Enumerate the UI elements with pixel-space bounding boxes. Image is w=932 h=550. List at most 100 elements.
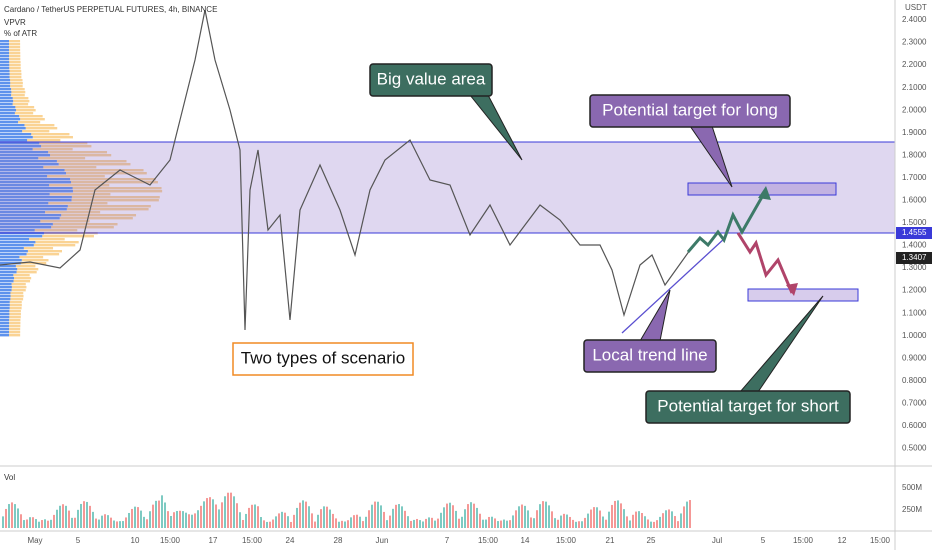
profile-bar <box>9 49 21 52</box>
price-marker: 1.3407 <box>902 253 927 262</box>
volume-bar <box>308 506 310 528</box>
volume-bar <box>563 513 565 528</box>
symbol-title: Cardano / TetherUS PERPETUAL FUTURES, 4h… <box>4 5 217 14</box>
volume-bar <box>293 514 295 528</box>
volume-bar <box>371 504 373 528</box>
profile-bar <box>32 136 73 139</box>
volume-bar <box>599 510 601 528</box>
volume-bar <box>254 504 256 528</box>
price-label: 1.2000 <box>902 286 927 295</box>
profile-bar <box>11 289 26 292</box>
profile-bar <box>0 271 17 274</box>
volume-bar <box>5 508 7 528</box>
profile-bar <box>0 253 27 256</box>
volume-bar <box>542 501 544 528</box>
volume-bar <box>146 519 148 528</box>
volume-bar <box>677 521 679 528</box>
profile-bar <box>33 244 76 247</box>
volume-bar <box>368 510 370 528</box>
profile-bar <box>0 292 11 295</box>
profile-bar <box>0 157 39 160</box>
profile-bar <box>66 208 149 211</box>
volume-bar <box>689 500 691 528</box>
profile-bar <box>0 97 13 100</box>
volume-bar <box>608 511 610 528</box>
volume-bar <box>461 516 463 528</box>
price-label: 1.8000 <box>902 150 927 159</box>
volume-bar <box>329 509 331 528</box>
profile-bar <box>0 295 11 298</box>
volume-bar <box>488 516 490 528</box>
volume-bar <box>638 511 640 528</box>
profile-bar <box>9 64 21 67</box>
profile-bar <box>0 226 52 229</box>
profile-bar <box>0 193 50 196</box>
volume-bar <box>341 520 343 528</box>
profile-bar <box>12 97 29 100</box>
profile-bar <box>31 133 70 136</box>
volume-bar <box>467 504 469 528</box>
profile-bar <box>9 334 21 337</box>
volume-bar <box>8 504 10 528</box>
profile-bar <box>15 106 35 109</box>
time-label: 5 <box>761 536 766 545</box>
volume-bar <box>86 501 88 528</box>
profile-bar <box>0 172 67 175</box>
volume-bar <box>53 514 55 528</box>
profile-bar <box>40 220 90 223</box>
volume-bar <box>305 501 307 528</box>
volume-title: Vol <box>4 473 15 482</box>
indicator: VPVR <box>4 18 26 27</box>
profile-bar <box>0 118 21 121</box>
profile-bar <box>0 256 20 259</box>
volume-bar <box>683 506 685 528</box>
volume-bar <box>506 520 508 528</box>
volume-bar <box>521 504 523 528</box>
profile-bar <box>9 40 21 43</box>
time-label: 15:00 <box>556 536 577 545</box>
volume-bar <box>470 502 472 528</box>
profile-bar <box>0 151 49 154</box>
profile-bar <box>22 130 50 133</box>
volume-bar <box>332 513 334 528</box>
volume-bar <box>278 513 280 528</box>
profile-bar <box>49 184 110 187</box>
price-label: 0.7000 <box>902 398 927 407</box>
volume-bar <box>263 520 265 528</box>
volume-bar <box>482 519 484 528</box>
volume-bar <box>644 516 646 528</box>
profile-bar <box>0 163 59 166</box>
profile-bar <box>9 325 21 328</box>
profile-bar <box>0 316 10 319</box>
volume-bar <box>302 500 304 528</box>
price-label: 1.1000 <box>902 308 927 317</box>
volume-bar <box>575 521 577 528</box>
volume-bar <box>386 520 388 528</box>
profile-bar <box>45 211 101 214</box>
volume-bar <box>374 501 376 528</box>
volume-bar <box>299 502 301 528</box>
volume-bar <box>632 514 634 528</box>
volume-bar <box>80 503 82 528</box>
volume-bar <box>59 505 61 528</box>
volume-bar <box>401 506 403 528</box>
volume-bar <box>686 501 688 528</box>
volume-bar <box>131 508 133 528</box>
profile-bar <box>0 91 12 94</box>
profile-bar <box>9 61 21 64</box>
profile-bar <box>18 121 41 124</box>
profile-bar <box>16 271 37 274</box>
volume-bar <box>206 498 208 528</box>
volume-bar <box>221 502 223 528</box>
time-label: Jun <box>376 536 389 545</box>
volume-bar <box>512 515 514 528</box>
profile-bar <box>43 166 97 169</box>
volume-bar <box>611 504 613 528</box>
profile-bar <box>0 208 67 211</box>
marker-bg <box>896 252 932 264</box>
profile-bar <box>0 223 53 226</box>
profile-bar <box>0 247 24 250</box>
volume-bar <box>317 514 319 528</box>
volume-bar <box>383 511 385 528</box>
